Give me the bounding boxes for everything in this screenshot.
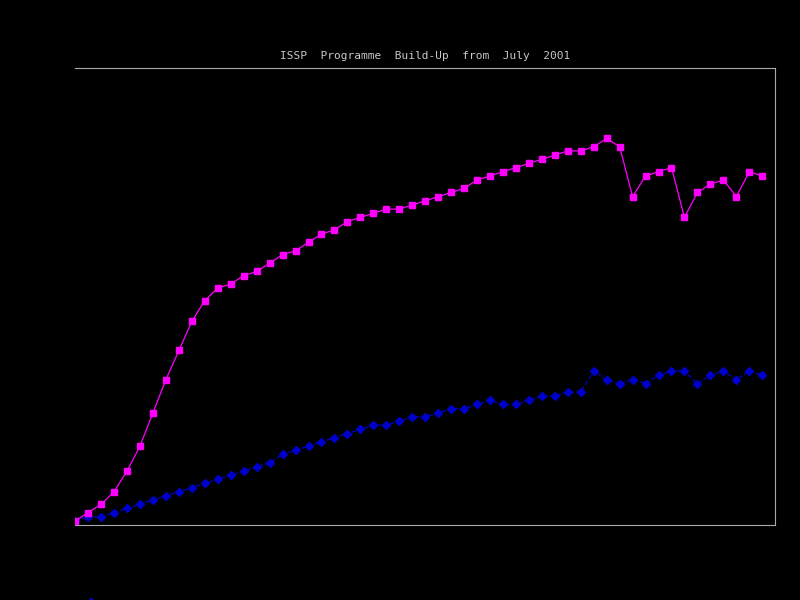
Title: ISSP  Programme  Build-Up  from  July  2001: ISSP Programme Build-Up from July 2001	[280, 52, 570, 61]
Legend: , : ,	[78, 596, 114, 600]
